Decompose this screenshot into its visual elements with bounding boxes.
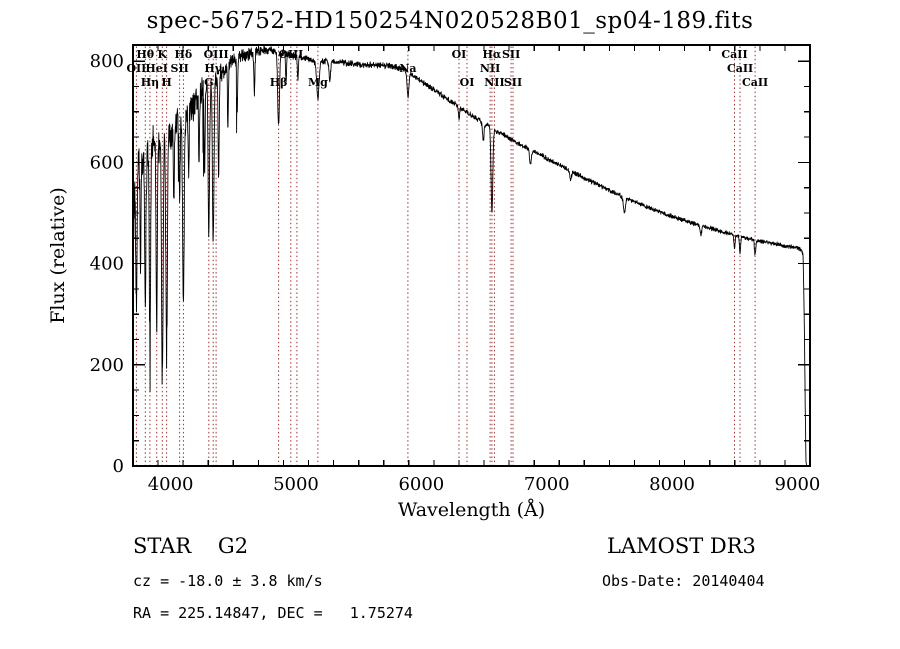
svg-text:CaII: CaII [742, 76, 768, 89]
svg-text:5000: 5000 [273, 474, 319, 495]
svg-text:Hα: Hα [483, 48, 502, 61]
svg-text:CaII: CaII [721, 48, 747, 61]
svg-text:NII: NII [484, 76, 504, 89]
object-class-label: STAR G2 [133, 534, 249, 558]
svg-text:Hδ: Hδ [175, 48, 193, 61]
svg-text:Flux (relative): Flux (relative) [47, 187, 69, 324]
svg-text:OI: OI [460, 76, 475, 89]
svg-text:G: G [204, 76, 213, 89]
svg-text:Hβ: Hβ [270, 76, 288, 89]
svg-text:0: 0 [113, 456, 124, 477]
svg-text:Hγ: Hγ [204, 62, 222, 75]
svg-text:9000: 9000 [775, 474, 821, 495]
axes [132, 44, 811, 467]
svg-text:SII: SII [504, 76, 522, 89]
survey-label: LAMOST DR3 [607, 534, 756, 558]
svg-text:OIII: OIII [204, 48, 229, 61]
svg-text:600: 600 [90, 152, 124, 173]
svg-text:4000: 4000 [148, 474, 194, 495]
svg-text:Hη: Hη [141, 76, 159, 89]
plot-title: spec-56752-HD150254N020528B01_sp04-189.f… [146, 8, 754, 34]
svg-text:SII: SII [502, 48, 520, 61]
cz-value: cz = -18.0 ± 3.8 km/s [133, 572, 323, 590]
tick-labels: 4000 5000 6000 7000 8000 9000 0 200 400 600 800 [90, 51, 821, 495]
svg-text:CaII: CaII [727, 62, 753, 75]
spectrum-trace [132, 46, 807, 465]
svg-text:Na: Na [399, 62, 416, 75]
svg-text:OII: OII [126, 62, 146, 75]
svg-text:400: 400 [90, 254, 124, 275]
svg-text:6000: 6000 [398, 474, 444, 495]
svg-text:Mg: Mg [308, 76, 328, 89]
svg-text:7000: 7000 [524, 474, 570, 495]
svg-text:H: H [161, 76, 171, 89]
svg-text:800: 800 [90, 51, 124, 72]
svg-text:8000: 8000 [649, 474, 695, 495]
spectral-line-markers [135, 46, 756, 465]
svg-text:HeI: HeI [145, 62, 168, 75]
obs-date-value: Obs-Date: 20140404 [602, 572, 765, 590]
svg-text:Wavelength (Å): Wavelength (Å) [398, 499, 545, 521]
svg-text:NII: NII [480, 62, 500, 75]
svg-text:Hθ: Hθ [136, 48, 154, 61]
svg-text:OIII: OIII [278, 48, 303, 61]
svg-text:200: 200 [90, 355, 124, 376]
svg-text:SII: SII [171, 62, 189, 75]
ra-dec-value: RA = 225.14847, DEC = 1.75274 [133, 604, 413, 622]
axis-titles: Wavelength (Å) Flux (relative) [47, 187, 545, 521]
svg-text:OI: OI [452, 48, 467, 61]
svg-text:K: K [158, 48, 168, 61]
